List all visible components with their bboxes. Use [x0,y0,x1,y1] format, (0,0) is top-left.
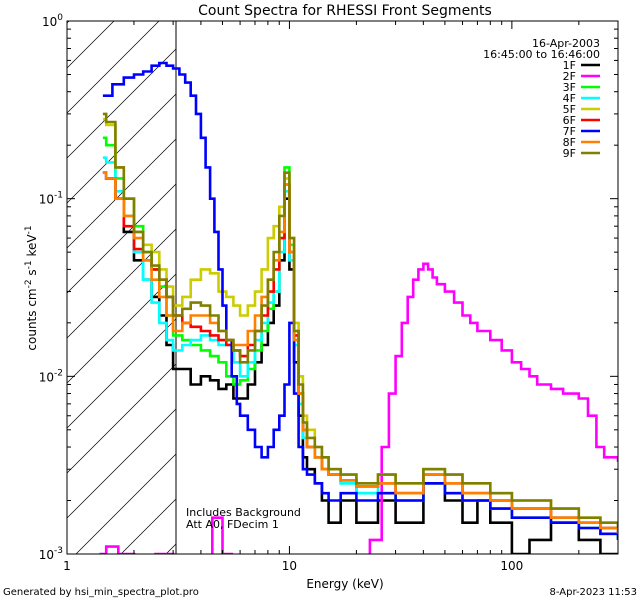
series-8f [102,171,618,534]
y-tick-label: 10-2 [39,368,63,384]
legend-label: 8F [563,136,576,149]
hatch-line [255,0,640,600]
series-1f [102,171,618,554]
series-4f [102,156,618,534]
hatch-line [67,183,176,294]
x-tick-label: 10 [282,559,297,573]
hatch-line [75,453,176,554]
y-axis-label: counts cm-2 s-1 keV-1 [24,225,39,350]
hatch-line [480,0,640,600]
legend-item-1f: 1F [563,59,600,72]
y-tick-label: 100 [42,13,63,29]
hatch-line [67,228,176,339]
legend-label: 6F [563,114,576,127]
legend-item-8f: 8F [563,136,600,149]
legend-label: 3F [563,81,576,94]
legend-item-3f: 3F [563,81,600,94]
date-label: 16-Apr-2003 [532,37,600,50]
legend-label: 4F [563,92,576,105]
x-tick-label: 1 [63,559,71,573]
annotation-attenuator: Att A0, FDecim 1 [186,518,279,531]
hatch-line [120,498,176,554]
legend-label: 9F [563,147,576,160]
annotation-background: Includes Background [186,506,301,519]
x-tick-label: 100 [500,559,523,573]
legend-label: 5F [563,103,576,116]
hatch-line [67,93,176,204]
y-tick-label: 10-1 [39,191,63,207]
legend-label: 7F [563,125,576,138]
legend-item-7f: 7F [563,125,600,138]
timestamp-label: 8-Apr-2023 11:53 [550,587,637,598]
legend-item-6f: 6F [563,114,600,127]
series-3f [102,136,618,540]
hatch-line [435,0,640,600]
legend-label: 2F [563,70,576,83]
hatch-line [390,0,640,600]
series-2f [99,262,618,554]
plot-frame [66,20,619,555]
hatch-line [525,0,640,600]
hatch-line [570,0,640,600]
hatch-line [67,48,176,159]
legend-label: 1F [563,59,576,72]
legend-item-5f: 5F [563,103,600,116]
hatch-line [345,0,640,600]
x-axis-label: Energy (keV) [306,577,383,591]
hatch-line [67,21,70,24]
legend-item-9f: 9F [563,147,600,160]
series-7f [102,61,618,540]
hatch-line [300,0,640,600]
series-5f [102,117,618,528]
series-6f [102,171,618,534]
generated-by-label: Generated by hsi_min_spectra_plot.pro [3,587,199,598]
chart-title: Count Spectra for RHESSI Front Segments [198,3,492,19]
hatch-line [67,408,176,519]
time-range-label: 16:45:00 to 16:46:00 [483,48,600,61]
legend-item-2f: 2F [563,70,600,83]
hatch-line [67,273,176,384]
y-tick-label: 10-3 [39,546,63,562]
hatch-line [67,21,160,114]
series-9f [102,112,618,528]
legend-item-4f: 4F [563,92,600,105]
